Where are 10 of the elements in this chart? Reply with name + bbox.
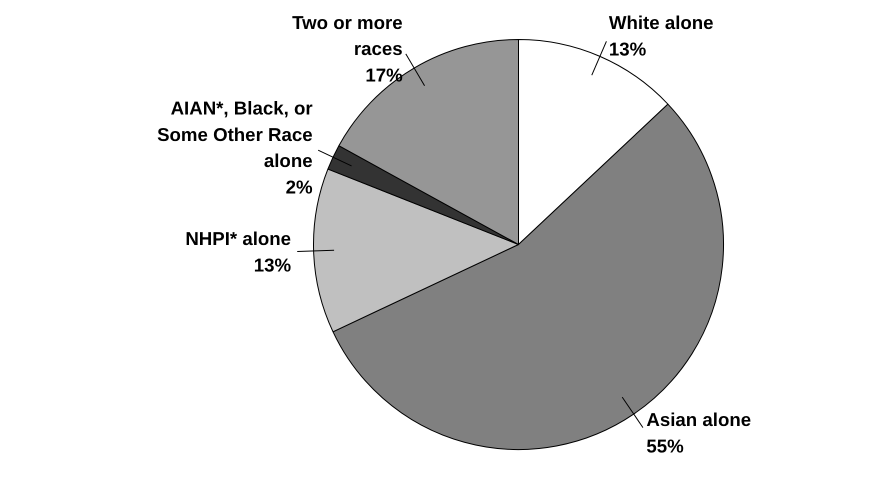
slice-label: NHPI* alone — [185, 228, 292, 250]
slice-label: White alone — [608, 12, 714, 34]
slice-label: AIAN*, Black, or Some Other Race alone — [157, 98, 313, 172]
data-label: 13% — [254, 254, 292, 276]
data-label: 55% — [646, 435, 684, 456]
data-label: 2% — [286, 176, 314, 198]
slice-label: Two or more races — [292, 12, 403, 60]
data-label: 13% — [608, 38, 647, 60]
data-label: 17% — [365, 64, 404, 86]
slice-label: Asian alone — [646, 409, 752, 430]
